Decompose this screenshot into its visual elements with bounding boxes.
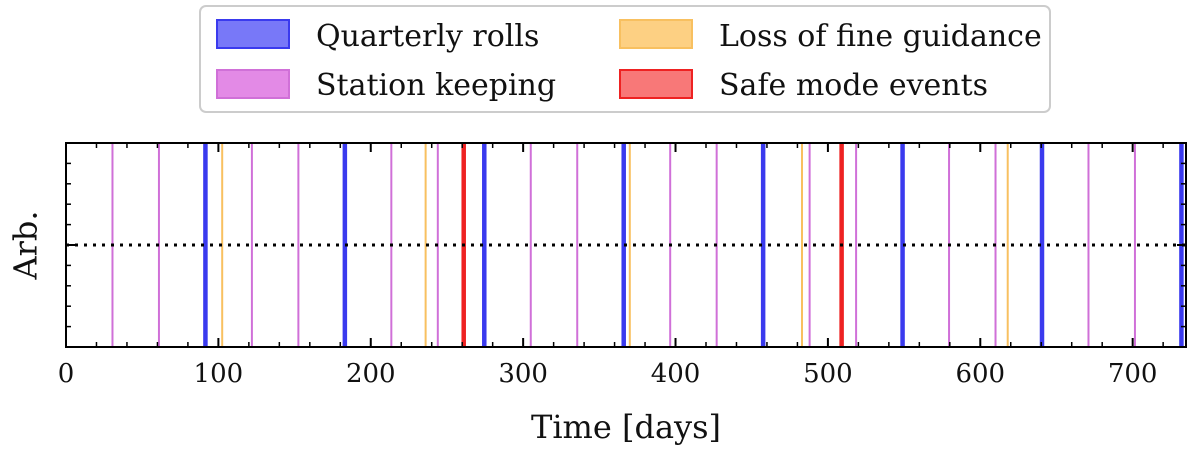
x-axis-label: Time [days] <box>531 408 721 446</box>
legend-swatch-quarterly-rolls <box>216 19 290 49</box>
x-tick-label: 500 <box>803 359 853 389</box>
x-tick-label: 200 <box>346 359 396 389</box>
legend: Quarterly rolls Station keeping Loss of … <box>199 5 1051 113</box>
x-axis-ticks: 0 100 200 300 400 500 600 700 <box>58 143 1164 389</box>
legend-swatch-safe-mode-events <box>619 69 693 99</box>
x-tick-label: 600 <box>955 359 1005 389</box>
x-tick-label: 0 <box>58 359 75 389</box>
x-tick-label: 100 <box>194 359 244 389</box>
x-tick-label: 700 <box>1108 359 1158 389</box>
y-axis-label: Arb. <box>7 210 45 280</box>
legend-frame <box>199 5 1051 113</box>
legend-label-loss-of-fine-guidance: Loss of fine guidance <box>719 19 1042 54</box>
x-tick-label: 400 <box>651 359 701 389</box>
legend-swatch-station-keeping <box>216 69 290 99</box>
y-axis-ticks <box>66 142 1186 348</box>
x-tick-label: 300 <box>498 359 548 389</box>
legend-label-station-keeping: Station keeping <box>316 68 556 103</box>
legend-label-safe-mode-events: Safe mode events <box>719 68 988 103</box>
plot-area: 0 100 200 300 400 500 600 700 <box>58 142 1187 389</box>
legend-label-quarterly-rolls: Quarterly rolls <box>316 19 539 54</box>
legend-swatch-loss-of-fine-guidance <box>619 19 693 49</box>
